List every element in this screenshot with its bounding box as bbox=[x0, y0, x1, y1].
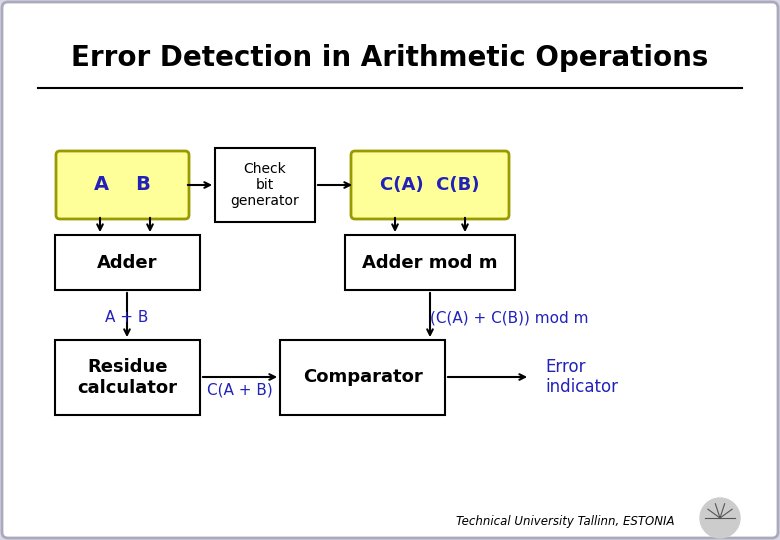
Text: (C(A) + C(B)) mod m: (C(A) + C(B)) mod m bbox=[430, 310, 588, 326]
Text: Check
bit
generator: Check bit generator bbox=[231, 162, 300, 208]
Circle shape bbox=[700, 498, 740, 538]
Text: Technical University Tallinn, ESTONIA: Technical University Tallinn, ESTONIA bbox=[456, 516, 674, 529]
Text: Error Detection in Arithmetic Operations: Error Detection in Arithmetic Operations bbox=[71, 44, 709, 72]
Text: A    B: A B bbox=[94, 176, 151, 194]
Bar bbox=[55, 340, 200, 415]
Bar bbox=[345, 235, 515, 290]
Text: Error
indicator: Error indicator bbox=[545, 357, 618, 396]
Bar bbox=[215, 148, 315, 222]
Text: Adder: Adder bbox=[98, 253, 158, 272]
Text: C(A + B): C(A + B) bbox=[207, 382, 273, 397]
Text: C(A)  C(B): C(A) C(B) bbox=[381, 176, 480, 194]
Bar bbox=[280, 340, 445, 415]
FancyBboxPatch shape bbox=[56, 151, 189, 219]
Text: A + B: A + B bbox=[105, 310, 149, 326]
Text: Comparator: Comparator bbox=[303, 368, 423, 387]
Text: Adder mod m: Adder mod m bbox=[362, 253, 498, 272]
Text: Residue
calculator: Residue calculator bbox=[77, 358, 178, 397]
FancyBboxPatch shape bbox=[351, 151, 509, 219]
Bar bbox=[55, 235, 200, 290]
